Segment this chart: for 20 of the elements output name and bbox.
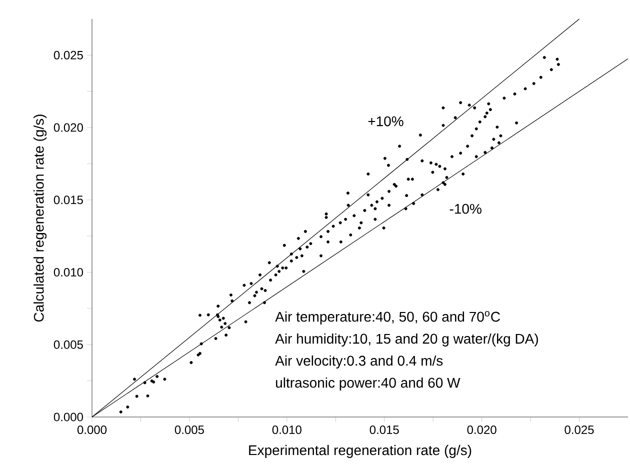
y-tick-label: 0.020: [54, 123, 83, 132]
x-tick-label: 0.005: [174, 426, 204, 434]
y-tick-label: 0.000: [54, 412, 83, 422]
y-axis-title: Calculated regeneration rate (g/s): [34, 114, 47, 322]
x-axis-title: Experimental regeneration rate (g/s): [249, 444, 472, 458]
annotation: Air velocity:0.3 and 0.4 m/s: [275, 355, 443, 368]
x-tick-label: 0.000: [77, 426, 107, 434]
x-tick-label: 0.020: [467, 426, 496, 434]
y-tick-label: 0.005: [54, 340, 83, 349]
x-tick-label: 0.015: [370, 426, 399, 434]
y-tick-label: 0.015: [54, 196, 83, 204]
annotation: Air humidity:10, 15 and 20 g water/(kg DA): [275, 333, 538, 346]
y-tick-label: 0.010: [54, 268, 83, 277]
x-tick-label: 0.025: [564, 426, 594, 434]
annotation: Air temperature:40, 50, 60 and 70$^{o}$C: [275, 311, 500, 324]
annotation: +10%: [368, 116, 404, 126]
x-tick-label: 0.010: [272, 426, 302, 434]
annotation: ultrasonic power:40 and 60 W: [276, 377, 460, 390]
annotation: -10%: [450, 204, 482, 214]
y-tick-label: 0.025: [54, 50, 83, 60]
